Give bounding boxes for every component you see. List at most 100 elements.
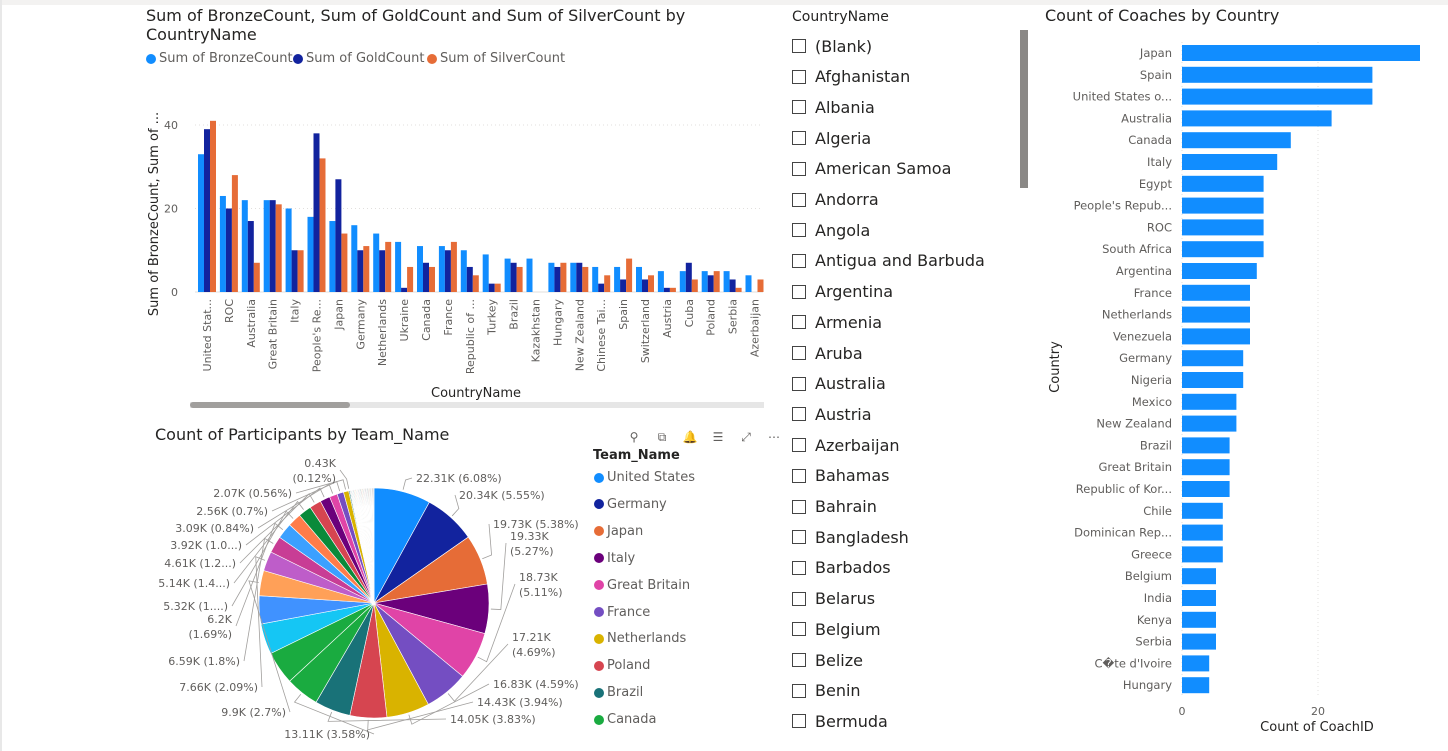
y-tick-label: Mexico [1132, 395, 1172, 409]
legend-item-sum-of-bronzecount[interactable]: Sum of BronzeCount [146, 51, 293, 66]
checkbox[interactable] [792, 653, 806, 667]
legend-item-sum-of-goldcount[interactable]: Sum of GoldCount [293, 51, 424, 66]
bar-sum-of-bronzecount-new-zealand [570, 262, 577, 292]
slicer-item-belarus[interactable]: Belarus [792, 587, 875, 611]
checkbox[interactable] [792, 284, 806, 299]
slicer-item-label: Austria [815, 404, 872, 424]
checkbox[interactable] [792, 39, 806, 53]
slicer-item-argentina[interactable]: Argentina [792, 280, 893, 304]
checkbox[interactable] [792, 131, 806, 146]
bar-sum-of-silvercount-austria [669, 287, 676, 292]
bar-sum-of-goldcount-chinese-tai [598, 283, 605, 292]
slicer-item-angola[interactable]: Angola [792, 218, 870, 242]
pie-legend-item-france[interactable]: France [594, 605, 650, 620]
slicer-item-andorra[interactable]: Andorra [792, 188, 879, 212]
checkbox[interactable] [792, 468, 806, 483]
slicer-item-bermuda[interactable]: Bermuda [792, 709, 888, 733]
legend-item-sum-of-silvercount[interactable]: Sum of SilverCount [427, 51, 565, 66]
y-tick-label: Australia [1121, 111, 1172, 125]
checkbox[interactable] [792, 100, 806, 115]
slicer-item-barbados[interactable]: Barbados [792, 556, 891, 580]
bar-sum-of-bronzecount-republic-of [460, 250, 467, 292]
checkbox[interactable] [792, 69, 806, 84]
pie-legend-item-netherlands[interactable]: Netherlands [594, 631, 686, 646]
checkbox[interactable] [792, 683, 806, 698]
x-tick-label: ROC [223, 299, 236, 323]
checkbox[interactable] [792, 438, 806, 453]
bell-icon[interactable]: 🔔 [682, 430, 698, 444]
bar-chart-scroll-thumb[interactable] [190, 402, 350, 408]
checkbox[interactable] [792, 346, 806, 360]
slicer-item-austria[interactable]: Austria [792, 402, 872, 426]
slicer-item-label: Azerbaijan [815, 435, 900, 455]
pie-data-label-14: 9.9K (2.7%) [221, 706, 286, 719]
x-tick-label: Turkey [486, 299, 499, 336]
bar-sum-of-goldcount-france [444, 250, 451, 292]
checkbox[interactable] [792, 714, 806, 729]
slicer-item-albania[interactable]: Albania [792, 95, 875, 119]
hbar-spain [1182, 66, 1373, 83]
hbar-mexico [1182, 393, 1237, 410]
legend-dot [146, 53, 156, 64]
slicer-item-benin[interactable]: Benin [792, 679, 861, 703]
slicer-item-algeria[interactable]: Algeria [792, 126, 871, 150]
slicer-item-belgium[interactable]: Belgium [792, 617, 881, 641]
pie-legend-item-italy[interactable]: Italy [594, 551, 635, 566]
slicer-item-label: Albania [815, 97, 875, 117]
checkbox[interactable] [792, 591, 806, 606]
legend-dot [594, 607, 604, 617]
more-icon[interactable]: ⋯ [768, 430, 780, 444]
bar-sum-of-silvercount-japan [341, 233, 348, 292]
checkbox[interactable] [792, 223, 806, 238]
slicer-item-bahamas[interactable]: Bahamas [792, 464, 889, 488]
legend-label: Japan [607, 523, 644, 539]
slicer-item-aruba[interactable]: Aruba [792, 341, 863, 365]
y-tick-label: ROC [1147, 220, 1172, 234]
bar-sum-of-silvercount-republic-of [472, 275, 479, 292]
pie-legend-item-united-states[interactable]: United States [594, 470, 695, 485]
hbar-india [1182, 590, 1216, 606]
pie-legend-item-poland[interactable]: Poland [594, 658, 650, 673]
x-tick-label: France [442, 299, 455, 336]
copy-icon[interactable]: ⧉ [657, 430, 667, 444]
slicer-item-blank[interactable]: (Blank) [792, 34, 872, 58]
pie-data-label-20: 4.61K (1.2...) [164, 557, 236, 570]
checkbox[interactable] [792, 161, 806, 176]
pie-legend-item-brazil[interactable]: Brazil [594, 685, 643, 700]
checkbox[interactable] [792, 530, 806, 545]
expand-icon[interactable]: ⤢ [741, 430, 751, 444]
pie-legend-item-great-britain[interactable]: Great Britain [594, 578, 690, 593]
slicer-item-bangladesh[interactable]: Bangladesh [792, 525, 909, 549]
checkbox[interactable] [792, 253, 806, 268]
bar-sum-of-bronzecount-serbia [723, 271, 730, 292]
bar-chart-scroll-track[interactable] [190, 402, 764, 408]
pie-legend-item-japan[interactable]: Japan [594, 524, 643, 539]
pie-leader-line [482, 523, 492, 560]
slicer-item-antigua-and-barbuda[interactable]: Antigua and Barbuda [792, 249, 985, 273]
slicer-item-afghanistan[interactable]: Afghanistan [792, 65, 910, 89]
slicer-item-american-samoa[interactable]: American Samoa [792, 157, 951, 181]
slicer-item-armenia[interactable]: Armenia [792, 310, 882, 334]
legend-dot [594, 472, 604, 483]
pie-chart: 22.31K (6.08%) 20.34K (5.55%) 19.73K (5.38… [158, 457, 579, 741]
slicer-item-azerbaijan[interactable]: Azerbaijan [792, 433, 900, 457]
checkbox[interactable] [792, 407, 806, 422]
pin-icon[interactable]: ⚲ [629, 430, 639, 444]
checkbox[interactable] [792, 376, 806, 391]
slicer-item-belize[interactable]: Belize [792, 648, 863, 672]
checkbox[interactable] [792, 192, 806, 207]
checkbox[interactable] [792, 622, 806, 637]
pie-legend-item-canada[interactable]: Canada [594, 712, 656, 727]
slicer-scrollbar[interactable] [1020, 30, 1028, 188]
checkbox[interactable] [792, 499, 806, 514]
pie-legend-item-germany[interactable]: Germany [594, 497, 667, 512]
hbar-south-africa [1182, 241, 1264, 258]
slicer-item-bahrain[interactable]: Bahrain [792, 495, 877, 519]
y-tick-label: France [1134, 286, 1172, 300]
checkbox[interactable] [792, 560, 806, 575]
x-tick-label: Germany [354, 299, 367, 350]
slicer-item-australia[interactable]: Australia [792, 372, 886, 396]
filter-icon[interactable]: ☰ [712, 430, 724, 444]
checkbox[interactable] [792, 315, 806, 330]
bar-sum-of-goldcount-poland [707, 275, 714, 292]
